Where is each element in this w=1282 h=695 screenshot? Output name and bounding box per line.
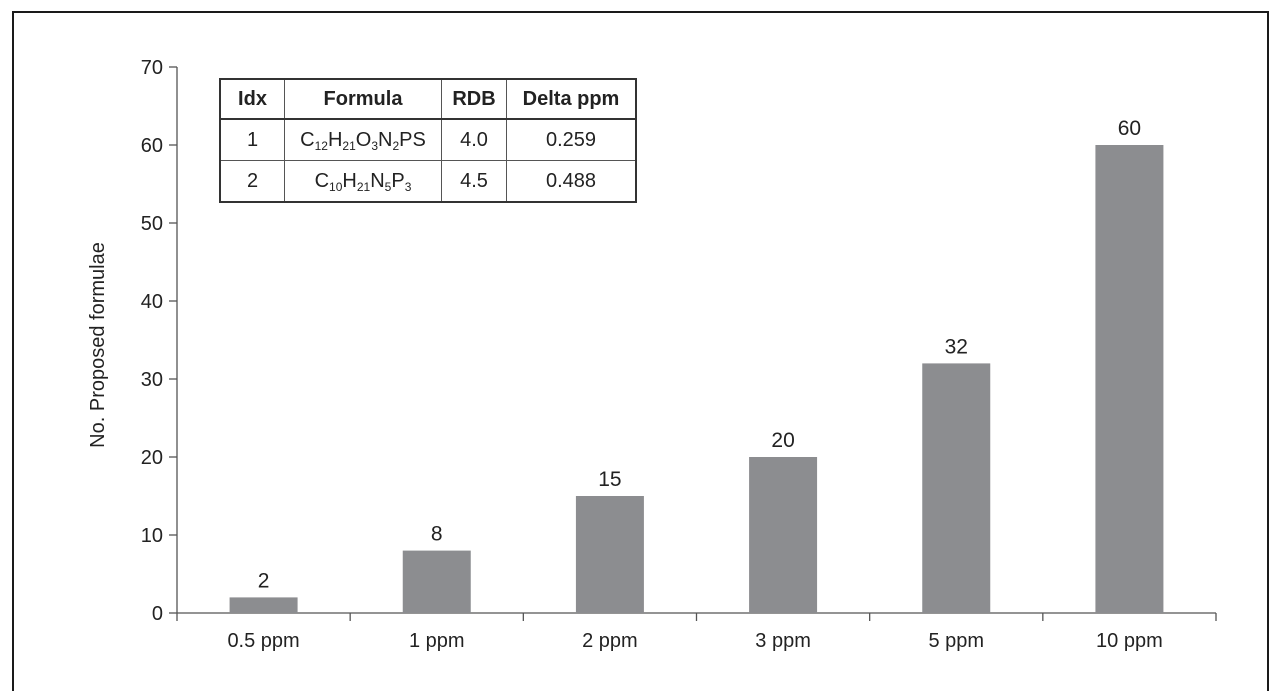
cell-rdb: 4.0 [441,118,507,161]
bar [1095,145,1164,613]
cell-delta: 0.259 [506,118,637,161]
y-axis: 0 10 20 30 40 50 60 70 [141,57,178,625]
formula-element: C [300,128,315,151]
formula-subscript: 10 [329,179,343,194]
bar [575,496,644,613]
y-tick-label: 10 [141,525,163,547]
bar [402,550,471,613]
formula-element: H [327,128,343,151]
x-axis: 0.5 ppm 1 ppm 2 ppm 3 ppm 5 ppm 10 ppm [176,612,1217,652]
formula-element: P [391,169,405,192]
formula-subscript: 21 [356,179,371,194]
formula-table: Idx Formula RDB Delta ppm 1 C12H21O3N2PS… [219,78,637,203]
x-tick-label: 1 ppm [409,630,465,652]
y-tick-label: 30 [141,369,163,391]
header-delta-ppm: Delta ppm [506,78,637,120]
header-formula: Formula [284,78,442,120]
formula-subscript: 12 [314,138,328,153]
x-tick-label: 10 ppm [1096,630,1163,652]
formula-subscript: 21 [342,138,356,153]
cell-idx: 2 [219,160,285,203]
formula-subscript: 2 [392,138,400,153]
y-tick-label: 40 [141,291,163,313]
data-label: 32 [945,335,968,358]
x-tick-label: 2 ppm [582,630,638,652]
table-header-row: Idx Formula RDB Delta ppm [219,78,637,120]
data-label: 8 [431,523,443,546]
y-tick-label: 20 [141,447,163,469]
cell-rdb: 4.5 [441,160,507,203]
table-row: 1 C12H21O3N2PS 4.0 0.259 [219,118,637,161]
bar [922,363,991,613]
figure-frame [12,11,1269,691]
x-tick-label: 5 ppm [928,630,984,652]
y-tick-label: 0 [152,603,163,625]
bar [229,597,298,613]
formula-subscript: 3 [404,179,412,194]
formula-element: C [314,169,330,192]
cell-delta: 0.488 [506,160,637,203]
formula-element: N [378,128,393,151]
data-label: 20 [771,429,794,452]
bars [229,145,1164,613]
y-tick-label: 60 [141,135,163,157]
formula-element: O [355,128,372,151]
cell-idx: 1 [219,118,285,161]
formula-subscript: 3 [371,138,379,153]
x-tick-label: 3 ppm [755,630,811,652]
table-row: 2 C10H21N5P3 4.5 0.488 [219,160,637,203]
formula-element: N [370,169,385,192]
y-tick-label: 70 [141,57,163,79]
formula-subscript: 5 [384,179,392,194]
header-rdb: RDB [441,78,507,120]
cell-formula: C12H21O3N2PS [284,118,442,161]
x-tick-label: 0.5 ppm [227,630,299,652]
data-label: 2 [258,569,270,592]
formula-element: PS [399,128,426,151]
cell-formula: C10H21N5P3 [284,160,442,203]
bar [749,457,818,613]
y-axis-title: No. Proposed formulae [87,242,109,448]
data-label: 60 [1118,117,1141,140]
y-tick-label: 50 [141,213,163,235]
data-label: 15 [598,468,621,491]
header-idx: Idx [219,78,285,120]
formula-element: H [342,169,357,192]
